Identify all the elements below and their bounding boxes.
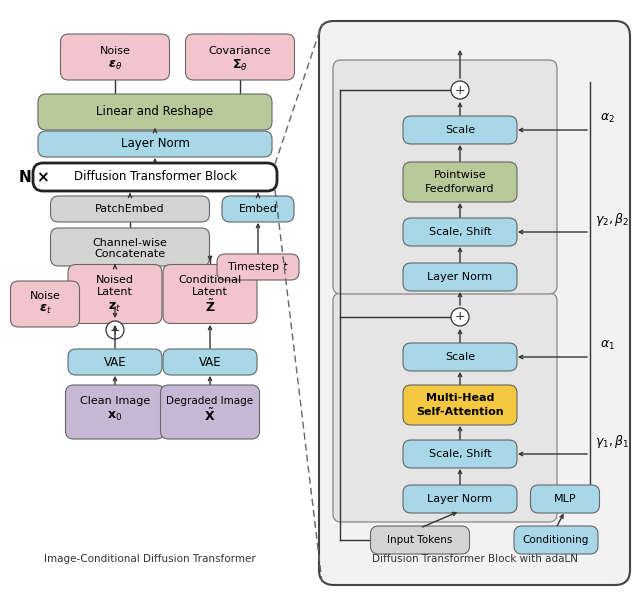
Text: $\boldsymbol{\epsilon}_{t}$: $\boldsymbol{\epsilon}_{t}$	[38, 302, 51, 315]
Text: Embed: Embed	[239, 204, 277, 214]
Text: Conditional: Conditional	[179, 275, 242, 285]
Text: Scale: Scale	[445, 125, 475, 135]
Text: $\mathbf{x}_{0}$: $\mathbf{x}_{0}$	[108, 409, 123, 423]
FancyBboxPatch shape	[51, 228, 209, 266]
FancyBboxPatch shape	[51, 196, 209, 222]
Text: Layer Norm: Layer Norm	[428, 494, 493, 504]
Text: $\boldsymbol{\Sigma}_{\theta}$: $\boldsymbol{\Sigma}_{\theta}$	[232, 57, 248, 73]
Text: Diffusion Transformer Block: Diffusion Transformer Block	[74, 170, 236, 184]
FancyBboxPatch shape	[403, 162, 517, 202]
Text: Concatenate: Concatenate	[95, 249, 166, 259]
Text: $\tilde{\mathbf{X}}$: $\tilde{\mathbf{X}}$	[204, 408, 216, 424]
Text: Covariance: Covariance	[209, 46, 271, 56]
FancyBboxPatch shape	[33, 163, 277, 191]
Text: $\mathbf{N}$ ×: $\mathbf{N}$ ×	[17, 169, 49, 185]
Text: $\tilde{\mathbf{Z}}$: $\tilde{\mathbf{Z}}$	[205, 299, 215, 315]
Text: $\gamma_1, \beta_1$: $\gamma_1, \beta_1$	[595, 433, 629, 450]
Text: Degraded Image: Degraded Image	[166, 396, 253, 406]
FancyBboxPatch shape	[38, 94, 272, 130]
Text: MLP: MLP	[554, 494, 576, 504]
Text: +: +	[454, 311, 465, 323]
FancyBboxPatch shape	[222, 196, 294, 222]
Text: Scale, Shift: Scale, Shift	[429, 227, 492, 237]
Text: Timestep $t$: Timestep $t$	[227, 260, 289, 274]
FancyBboxPatch shape	[161, 385, 259, 439]
Text: Pointwise: Pointwise	[434, 170, 486, 180]
Text: Multi-Head: Multi-Head	[426, 393, 494, 403]
FancyBboxPatch shape	[403, 218, 517, 246]
FancyBboxPatch shape	[38, 131, 272, 157]
Text: Conditioning: Conditioning	[523, 535, 589, 545]
FancyBboxPatch shape	[403, 485, 517, 513]
Text: Noised: Noised	[96, 275, 134, 285]
Circle shape	[106, 321, 124, 339]
Text: Layer Norm: Layer Norm	[428, 272, 493, 282]
Text: $\boldsymbol{\epsilon}_{\theta}$: $\boldsymbol{\epsilon}_{\theta}$	[108, 58, 122, 72]
Text: VAE: VAE	[198, 356, 221, 368]
Circle shape	[451, 81, 469, 99]
Text: Diffusion Transformer Block with adaLN: Diffusion Transformer Block with adaLN	[372, 554, 578, 564]
Text: Layer Norm: Layer Norm	[120, 137, 189, 150]
FancyBboxPatch shape	[61, 34, 170, 80]
Text: Feedforward: Feedforward	[425, 184, 495, 194]
FancyBboxPatch shape	[68, 349, 162, 375]
Text: Channel-wise: Channel-wise	[93, 238, 168, 248]
Text: $\mathbf{z}_{t}$: $\mathbf{z}_{t}$	[108, 300, 122, 314]
Text: Image-Conditional Diffusion Transformer: Image-Conditional Diffusion Transformer	[44, 554, 256, 564]
Text: $\gamma_2, \beta_2$: $\gamma_2, \beta_2$	[595, 211, 629, 229]
FancyBboxPatch shape	[65, 385, 164, 439]
Text: $\alpha_2$: $\alpha_2$	[600, 111, 615, 125]
Text: Scale: Scale	[445, 352, 475, 362]
Text: Clean Image: Clean Image	[80, 396, 150, 406]
FancyBboxPatch shape	[403, 263, 517, 291]
FancyBboxPatch shape	[186, 34, 294, 80]
Text: $\alpha_1$: $\alpha_1$	[600, 338, 615, 352]
FancyBboxPatch shape	[163, 349, 257, 375]
FancyBboxPatch shape	[319, 21, 630, 585]
Text: Noise: Noise	[100, 46, 131, 56]
FancyBboxPatch shape	[333, 60, 557, 294]
Text: Latent: Latent	[192, 287, 228, 297]
FancyBboxPatch shape	[333, 293, 557, 522]
Text: PatchEmbed: PatchEmbed	[95, 204, 165, 214]
FancyBboxPatch shape	[217, 254, 299, 280]
FancyBboxPatch shape	[10, 281, 79, 327]
Text: Self-Attention: Self-Attention	[416, 407, 504, 417]
Text: +: +	[454, 84, 465, 96]
Text: Linear and Reshape: Linear and Reshape	[97, 105, 214, 119]
FancyBboxPatch shape	[371, 526, 470, 554]
Text: Input Tokens: Input Tokens	[387, 535, 452, 545]
Text: Noise: Noise	[29, 291, 60, 301]
FancyBboxPatch shape	[403, 385, 517, 425]
FancyBboxPatch shape	[163, 264, 257, 323]
FancyBboxPatch shape	[531, 485, 600, 513]
FancyBboxPatch shape	[68, 264, 162, 323]
Text: Scale, Shift: Scale, Shift	[429, 449, 492, 459]
FancyBboxPatch shape	[403, 116, 517, 144]
Text: Latent: Latent	[97, 287, 133, 297]
FancyBboxPatch shape	[403, 440, 517, 468]
FancyBboxPatch shape	[403, 343, 517, 371]
Text: VAE: VAE	[104, 356, 126, 368]
Circle shape	[451, 308, 469, 326]
Text: +: +	[109, 323, 120, 337]
FancyBboxPatch shape	[514, 526, 598, 554]
